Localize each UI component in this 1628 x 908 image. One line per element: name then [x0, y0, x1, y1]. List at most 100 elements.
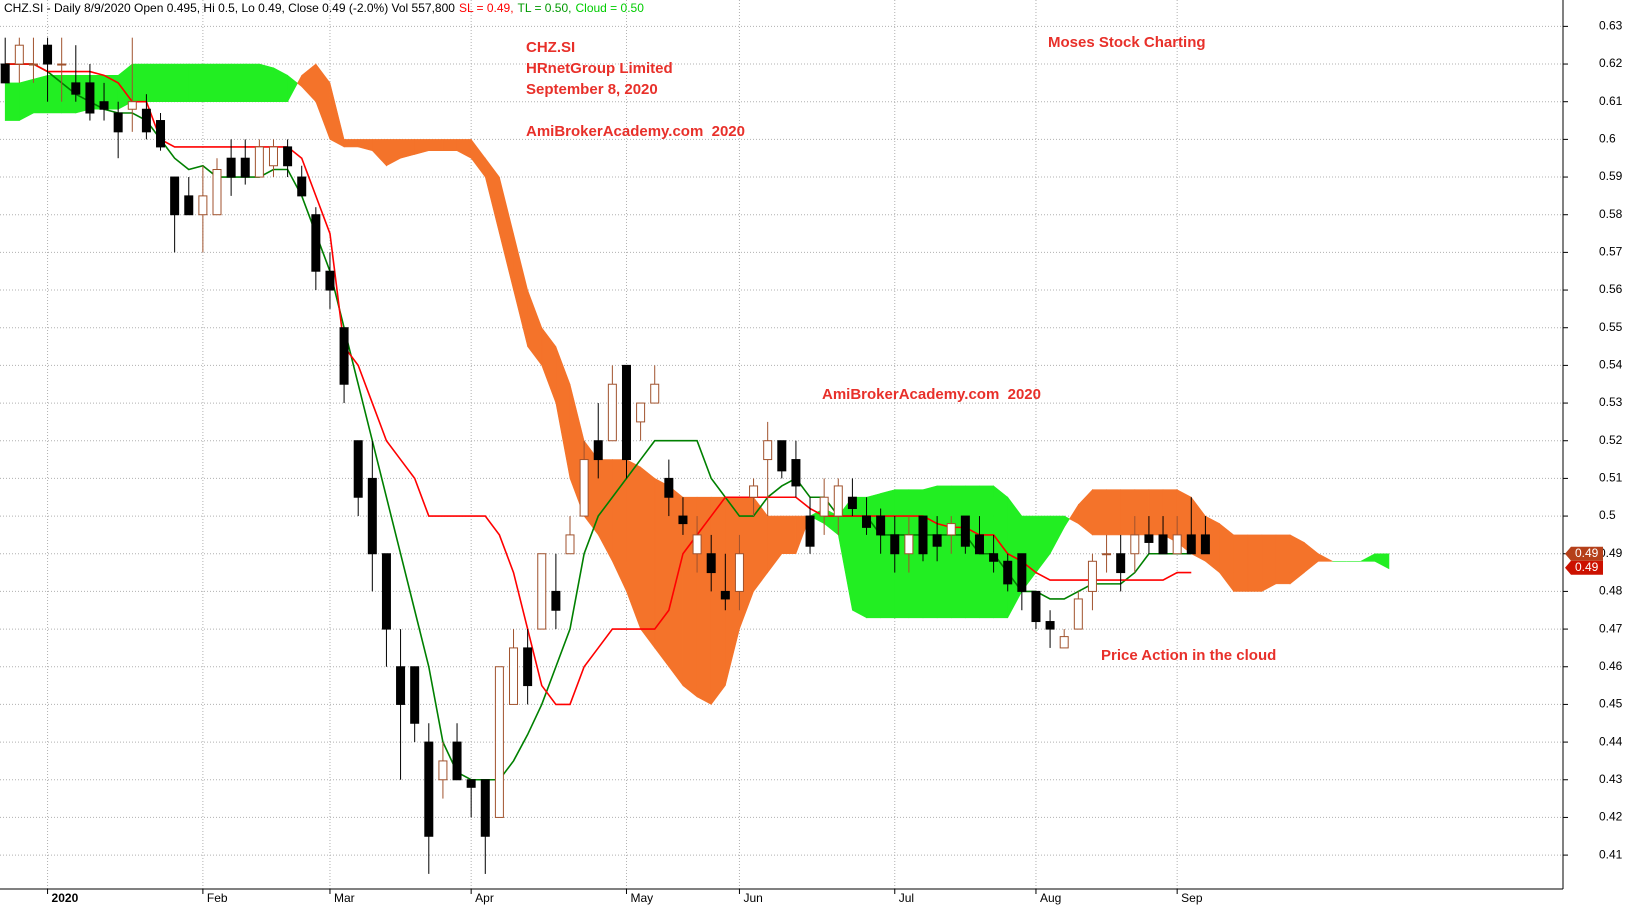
- candle-body: [1200, 534, 1210, 555]
- candle-body: [1031, 590, 1041, 623]
- y-tick-label: 0.41: [1599, 847, 1623, 861]
- header-part: TL = 0.50,: [518, 1, 572, 15]
- y-tick-label: 0.45: [1599, 697, 1623, 711]
- annotation: CHZ.SI: [526, 39, 575, 56]
- candle-body: [1172, 534, 1182, 555]
- candle-body: [777, 440, 787, 472]
- candle-body: [946, 523, 956, 536]
- cloud-segment: [866, 493, 881, 619]
- cloud-segment: [1134, 489, 1150, 536]
- y-tick-label: 0.53: [1599, 395, 1623, 409]
- candle-body: [438, 760, 448, 781]
- candle-body: [353, 440, 363, 498]
- x-tick-label: May: [630, 891, 653, 905]
- cloud-segment: [174, 63, 190, 103]
- cloud-segment: [160, 63, 175, 103]
- candles: [0, 37, 1210, 874]
- y-tick-label: 0.63: [1599, 19, 1623, 33]
- candle-body: [410, 666, 420, 724]
- candle-body: [43, 44, 53, 65]
- candle-body: [664, 477, 674, 498]
- candle-body: [311, 214, 321, 272]
- candle-body: [240, 157, 250, 178]
- candle-body: [847, 496, 857, 510]
- y-tick-label: 0.5: [1599, 508, 1616, 522]
- cloud-segment: [682, 496, 698, 698]
- candle-body: [537, 553, 547, 630]
- price-marker-label: 0.49: [1575, 546, 1599, 560]
- candle-body: [184, 195, 194, 216]
- candle-body: [819, 496, 829, 517]
- candle-body: [396, 666, 406, 705]
- candle-body: [85, 82, 95, 114]
- candle-body: [678, 515, 688, 525]
- candle-body: [805, 515, 815, 547]
- candle-body: [1116, 553, 1126, 574]
- candle-body: [141, 108, 151, 133]
- cloud-segment: [4, 82, 20, 121]
- x-tick-label: Mar: [334, 891, 355, 905]
- y-tick-label: 0.42: [1599, 810, 1623, 824]
- candle-body: [1130, 534, 1140, 555]
- candle-body: [14, 44, 24, 65]
- candle-body: [579, 459, 589, 517]
- cloud-segment: [428, 139, 444, 151]
- cloud-segment: [710, 496, 726, 706]
- cloud-segment: [1106, 489, 1121, 536]
- grid: [0, 0, 1563, 889]
- candle-body: [1073, 598, 1083, 630]
- cloud-segment: [216, 63, 232, 103]
- cloud-segment: [950, 485, 966, 619]
- candle-body: [974, 534, 984, 555]
- candle-body: [1059, 636, 1069, 649]
- cloud-segment: [1261, 534, 1277, 592]
- cloud-segment: [259, 63, 274, 103]
- y-tick-label: 0.58: [1599, 207, 1623, 221]
- cloud: [4, 63, 1390, 706]
- cloud-segment: [1247, 534, 1263, 592]
- cloud-segment: [1374, 553, 1390, 570]
- candle-body: [1087, 560, 1097, 592]
- candle-body: [424, 741, 434, 837]
- candle-body: [890, 534, 900, 555]
- header-part: CHZ.SI - Daily 8/9/2020 Open 0.495, Hi 0…: [4, 1, 455, 15]
- candle-body: [989, 553, 999, 562]
- candle-body: [706, 553, 716, 574]
- candle-body: [452, 741, 462, 781]
- y-tick-label: 0.59: [1599, 169, 1623, 183]
- y-tick-label: 0.61: [1599, 94, 1623, 108]
- cloud-segment: [188, 63, 204, 103]
- candle-body: [57, 63, 67, 66]
- candle-body: [1003, 560, 1013, 585]
- candle-body: [1045, 621, 1055, 630]
- y-tick-label: 0.44: [1599, 734, 1623, 748]
- candle-body: [325, 270, 335, 291]
- annotation: AmiBrokerAcademy.com 2020: [526, 123, 745, 140]
- candle-body: [113, 112, 123, 133]
- cloud-segment: [146, 63, 161, 103]
- candle-body: [170, 176, 180, 216]
- cloud-segment: [131, 63, 147, 103]
- candle-body: [1144, 534, 1154, 543]
- candle-body: [71, 82, 81, 95]
- candle-body: [551, 590, 561, 611]
- y-tick-label: 0.55: [1599, 320, 1623, 334]
- candle-body: [749, 485, 759, 498]
- cloud-segment: [640, 466, 656, 649]
- candle-body: [198, 195, 208, 216]
- candle-body: [466, 779, 476, 788]
- annotation: Price Action in the cloud: [1101, 647, 1276, 664]
- candle-body: [283, 146, 293, 167]
- price-marker: [1565, 560, 1603, 575]
- candle-body: [99, 101, 109, 110]
- candle-body: [932, 534, 942, 547]
- cloud-segment: [1120, 489, 1136, 536]
- cloud-segment: [19, 78, 34, 122]
- y-tick-label: 0.62: [1599, 56, 1623, 70]
- candle-body: [268, 146, 278, 167]
- cloud-segment: [1233, 534, 1249, 592]
- candle-body: [226, 157, 236, 178]
- header-part: Cloud = 0.50: [575, 1, 644, 15]
